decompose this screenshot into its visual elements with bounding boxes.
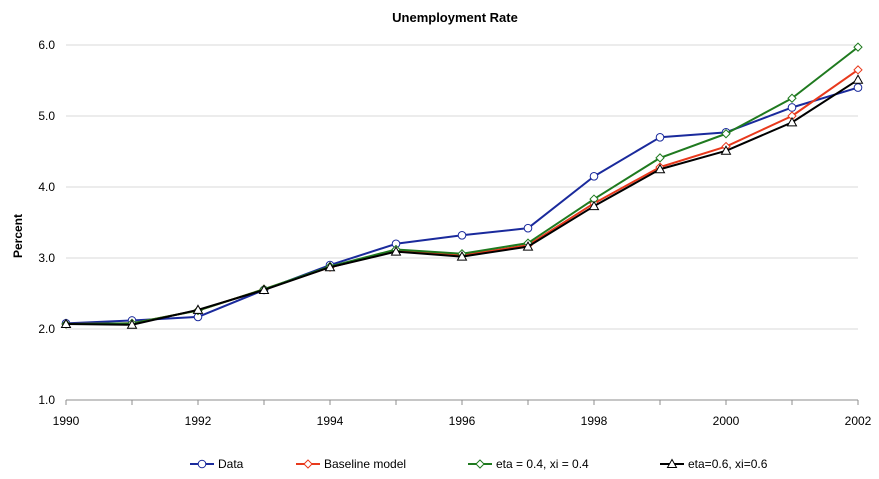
data-point-2-1999 [655,153,665,163]
x-tick-1992: 1992 [185,414,212,428]
legend-marker-3 [666,458,678,468]
data-point-3-1995 [390,246,402,256]
legend: Data Baseline model eta = 0.4, xi = 0.4 eta… [190,457,768,471]
y-tick-3.0: 3.0 [38,251,55,265]
legend-item-2: eta = 0.4, xi = 0.4 [468,457,589,471]
data-point-0-1996 [457,230,467,240]
legend-label-2: eta = 0.4, xi = 0.4 [496,457,589,471]
legend-label-0: Data [218,457,244,471]
legend-item-0: Data [190,457,244,471]
data-point-0-1997 [523,223,533,233]
legend-label-1: Baseline model [324,457,406,471]
x-tick-1990: 1990 [53,414,80,428]
data-point-0-1999 [655,133,665,142]
gridlines [66,44,858,330]
x-tick-1998: 1998 [581,414,608,428]
axes [65,399,859,405]
data-point-3-1997 [522,241,534,251]
legend-item-1: Baseline model [296,457,406,471]
series-3 [60,74,864,329]
data-point-3-1990 [60,318,72,329]
legend-label-3: eta=0.6, xi=0.6 [688,457,768,471]
x-tick-2000: 2000 [713,414,740,428]
data-point-3-1998 [588,200,600,211]
data-point-2-2000 [721,129,731,139]
data-point-0-2002 [853,83,863,92]
legend-marker-2 [475,459,485,469]
data-point-3-1999 [654,163,666,174]
y-tick-2.0: 2.0 [38,322,55,336]
y-tick-4.0: 4.0 [38,180,55,194]
data-point-2-2001 [787,93,797,103]
y-tick-5.0: 5.0 [38,109,55,123]
data-point-3-1993 [258,284,270,294]
y-axis-label: Percent [11,214,25,258]
series-2 [61,42,863,329]
data-point-3-2000 [720,145,732,155]
y-tick-6.0: 6.0 [38,38,55,52]
legend-marker-1 [303,459,313,469]
data-point-3-1994 [324,261,336,272]
data-point-3-1991 [126,319,138,329]
series-line-3 [65,78,859,326]
data-point-3-2001 [786,116,798,127]
series-group [60,42,864,329]
x-tick-1996: 1996 [449,414,476,428]
series-line-1 [65,69,859,326]
y-tick-1.0: 1.0 [38,393,55,407]
data-point-2-2002 [853,42,863,52]
series-line-0 [65,86,859,325]
x-tick-1994: 1994 [317,414,344,428]
series-line-2 [65,46,859,326]
y-tick-labels: 1.0 2.0 3.0 4.0 5.0 6.0 [38,38,55,407]
legend-item-3: eta=0.6, xi=0.6 [660,457,768,471]
series-0 [61,83,863,328]
data-point-1-2002 [853,65,863,75]
series-1 [61,65,863,329]
legend-marker-0 [197,459,207,469]
data-point-0-2001 [787,103,797,112]
chart-title: Unemployment Rate [392,10,518,25]
data-point-0-1998 [589,172,599,181]
data-point-3-1992 [192,304,204,314]
x-tick-2002: 2002 [845,414,872,428]
data-point-3-1996 [456,251,468,261]
data-point-3-2002 [852,74,864,84]
x-tick-labels: 1990 1992 1994 1996 1998 2000 2002 [53,414,872,428]
